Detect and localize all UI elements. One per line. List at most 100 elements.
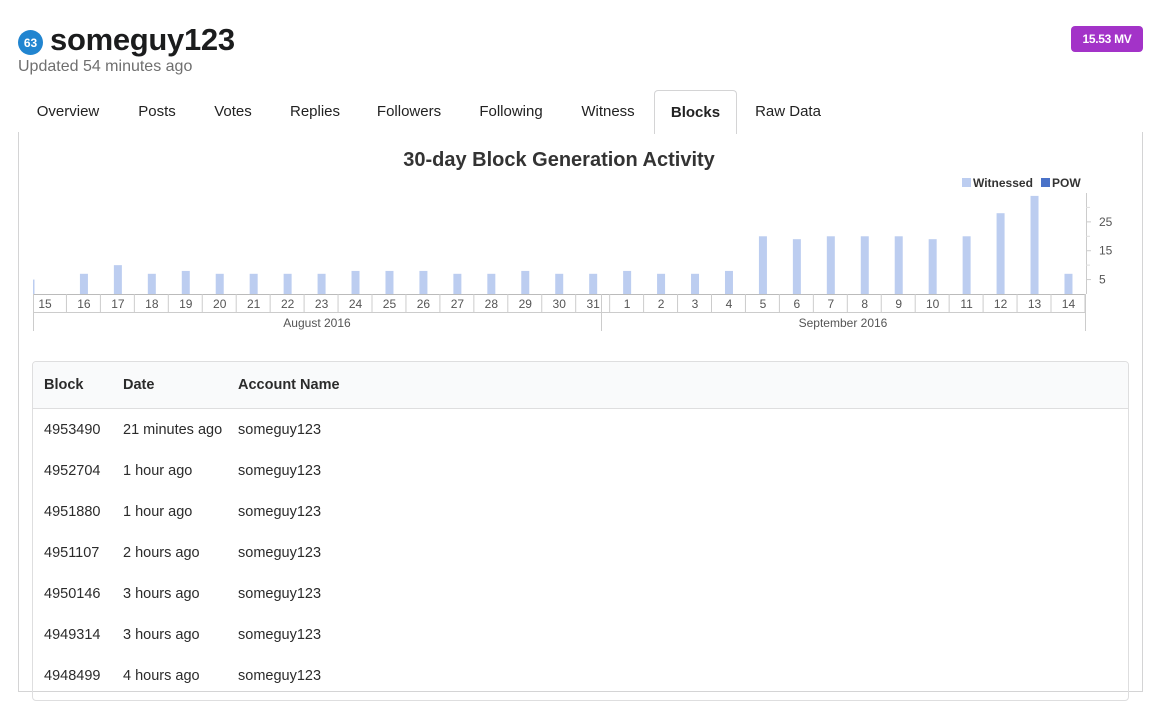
tab-replies[interactable]: Replies xyxy=(289,103,341,120)
x-tick-label: 19 xyxy=(179,297,193,311)
block-number[interactable]: 4949314 xyxy=(44,627,101,643)
bar xyxy=(79,273,88,294)
header-account-name[interactable]: Account Name xyxy=(238,377,340,393)
block-date: 1 hour ago xyxy=(123,463,193,479)
x-tick-label: 16 xyxy=(77,297,91,311)
y-tick-label: 15 xyxy=(1099,244,1113,258)
x-tick-label: 24 xyxy=(349,297,363,311)
block-number[interactable]: 4951880 xyxy=(44,504,101,520)
bar xyxy=(283,273,292,294)
block-account[interactable]: someguy123 xyxy=(238,668,322,684)
block-number[interactable]: 4952704 xyxy=(44,463,101,479)
bar xyxy=(181,270,190,294)
block-account[interactable]: someguy123 xyxy=(238,627,322,643)
x-tick-label: 28 xyxy=(485,297,499,311)
updated-timestamp: Updated 54 minutes ago xyxy=(18,58,193,75)
x-tick-label: 7 xyxy=(827,297,834,311)
x-tick-label: 8 xyxy=(861,297,868,311)
bar xyxy=(113,265,122,294)
bar xyxy=(623,270,632,294)
bar xyxy=(894,236,903,294)
bar xyxy=(724,270,733,294)
x-tick-label: 20 xyxy=(213,297,227,311)
bar xyxy=(521,270,530,294)
table-row: 4952704 1 hour ago someguy123 xyxy=(33,450,1128,491)
reputation-badge: 63 xyxy=(18,30,43,55)
table-row: 4951107 2 hours ago someguy123 xyxy=(33,532,1128,573)
blocks-panel xyxy=(18,132,1143,692)
table-header: Block Date Account Name xyxy=(33,362,1128,409)
x-tick-label: 1 xyxy=(624,297,631,311)
x-tick-label: 3 xyxy=(692,297,699,311)
x-tick-label: 11 xyxy=(960,297,973,311)
legend-label: POW xyxy=(1052,176,1081,190)
x-tick-label: 2 xyxy=(658,297,665,311)
x-tick-label: 23 xyxy=(315,297,329,311)
tab-witness[interactable]: Witness xyxy=(581,103,635,120)
legend-label: Witnessed xyxy=(973,176,1033,190)
month-label: September 2016 xyxy=(799,316,888,330)
block-date: 3 hours ago xyxy=(123,586,200,602)
bar xyxy=(826,236,835,294)
bar xyxy=(1064,273,1073,294)
bar xyxy=(453,273,462,294)
block-date: 1 hour ago xyxy=(123,504,193,520)
block-number[interactable]: 4953490 xyxy=(44,422,101,438)
bar xyxy=(792,239,801,294)
bar xyxy=(1030,195,1039,294)
header-date[interactable]: Date xyxy=(123,377,155,393)
x-tick-label: 21 xyxy=(247,297,261,311)
bar xyxy=(758,236,767,294)
x-tick-label: 18 xyxy=(145,297,159,311)
bar xyxy=(215,273,224,294)
y-tick-label: 25 xyxy=(1099,215,1113,229)
bar xyxy=(928,239,937,294)
block-number[interactable]: 4948499 xyxy=(44,668,101,684)
username-heading: someguy123 xyxy=(50,22,235,57)
x-tick-label: 10 xyxy=(926,297,940,311)
bar xyxy=(385,270,394,294)
x-tick-label: 27 xyxy=(451,297,465,311)
block-date: 21 minutes ago xyxy=(123,422,223,438)
x-tick-label: 29 xyxy=(519,297,533,311)
bar xyxy=(147,273,156,294)
x-tick-label: 4 xyxy=(726,297,733,311)
tab-following[interactable]: Following xyxy=(479,103,543,120)
block-account[interactable]: someguy123 xyxy=(238,504,322,520)
block-account[interactable]: someguy123 xyxy=(238,545,322,561)
table-row: 4949314 3 hours ago someguy123 xyxy=(33,614,1128,655)
header-block[interactable]: Block xyxy=(44,377,84,393)
tab-posts[interactable]: Posts xyxy=(138,103,176,120)
block-account[interactable]: someguy123 xyxy=(238,586,322,602)
x-tick-label: 17 xyxy=(111,297,125,311)
table-row: 4948499 4 hours ago someguy123 xyxy=(33,655,1128,696)
profile-tabs: Overview Posts Votes Replies Followers F… xyxy=(18,90,1143,134)
bar xyxy=(962,236,971,294)
tab-raw-data[interactable]: Raw Data xyxy=(755,103,821,120)
vests-badge: 15.53 MV xyxy=(1071,26,1143,52)
tab-votes[interactable]: Votes xyxy=(214,103,252,120)
bar xyxy=(996,213,1005,294)
bar xyxy=(657,273,666,294)
y-tick-label: 5 xyxy=(1099,273,1106,287)
chart-canvas: 30-day Block Generation Activity Witnesse… xyxy=(33,149,1113,331)
block-account[interactable]: someguy123 xyxy=(238,422,322,438)
x-tick-label: 9 xyxy=(895,297,902,311)
block-date: 2 hours ago xyxy=(123,545,200,561)
tab-overview[interactable]: Overview xyxy=(36,103,100,120)
bar xyxy=(589,273,598,294)
block-account[interactable]: someguy123 xyxy=(238,463,322,479)
block-number[interactable]: 4950146 xyxy=(44,586,101,602)
bar xyxy=(351,270,360,294)
bar xyxy=(249,273,258,294)
x-tick-label: 6 xyxy=(794,297,801,311)
x-tick-label: 31 xyxy=(586,297,600,311)
x-tick-label: 14 xyxy=(1062,297,1076,311)
block-number[interactable]: 4951107 xyxy=(44,545,100,561)
legend-swatch xyxy=(962,178,971,187)
tab-followers[interactable]: Followers xyxy=(376,103,442,120)
tab-blocks[interactable]: Blocks xyxy=(654,90,737,134)
legend-swatch xyxy=(1041,178,1050,187)
table-row: 4953490 21 minutes ago someguy123 xyxy=(33,409,1128,450)
chart-title: 30-day Block Generation Activity xyxy=(403,149,715,171)
